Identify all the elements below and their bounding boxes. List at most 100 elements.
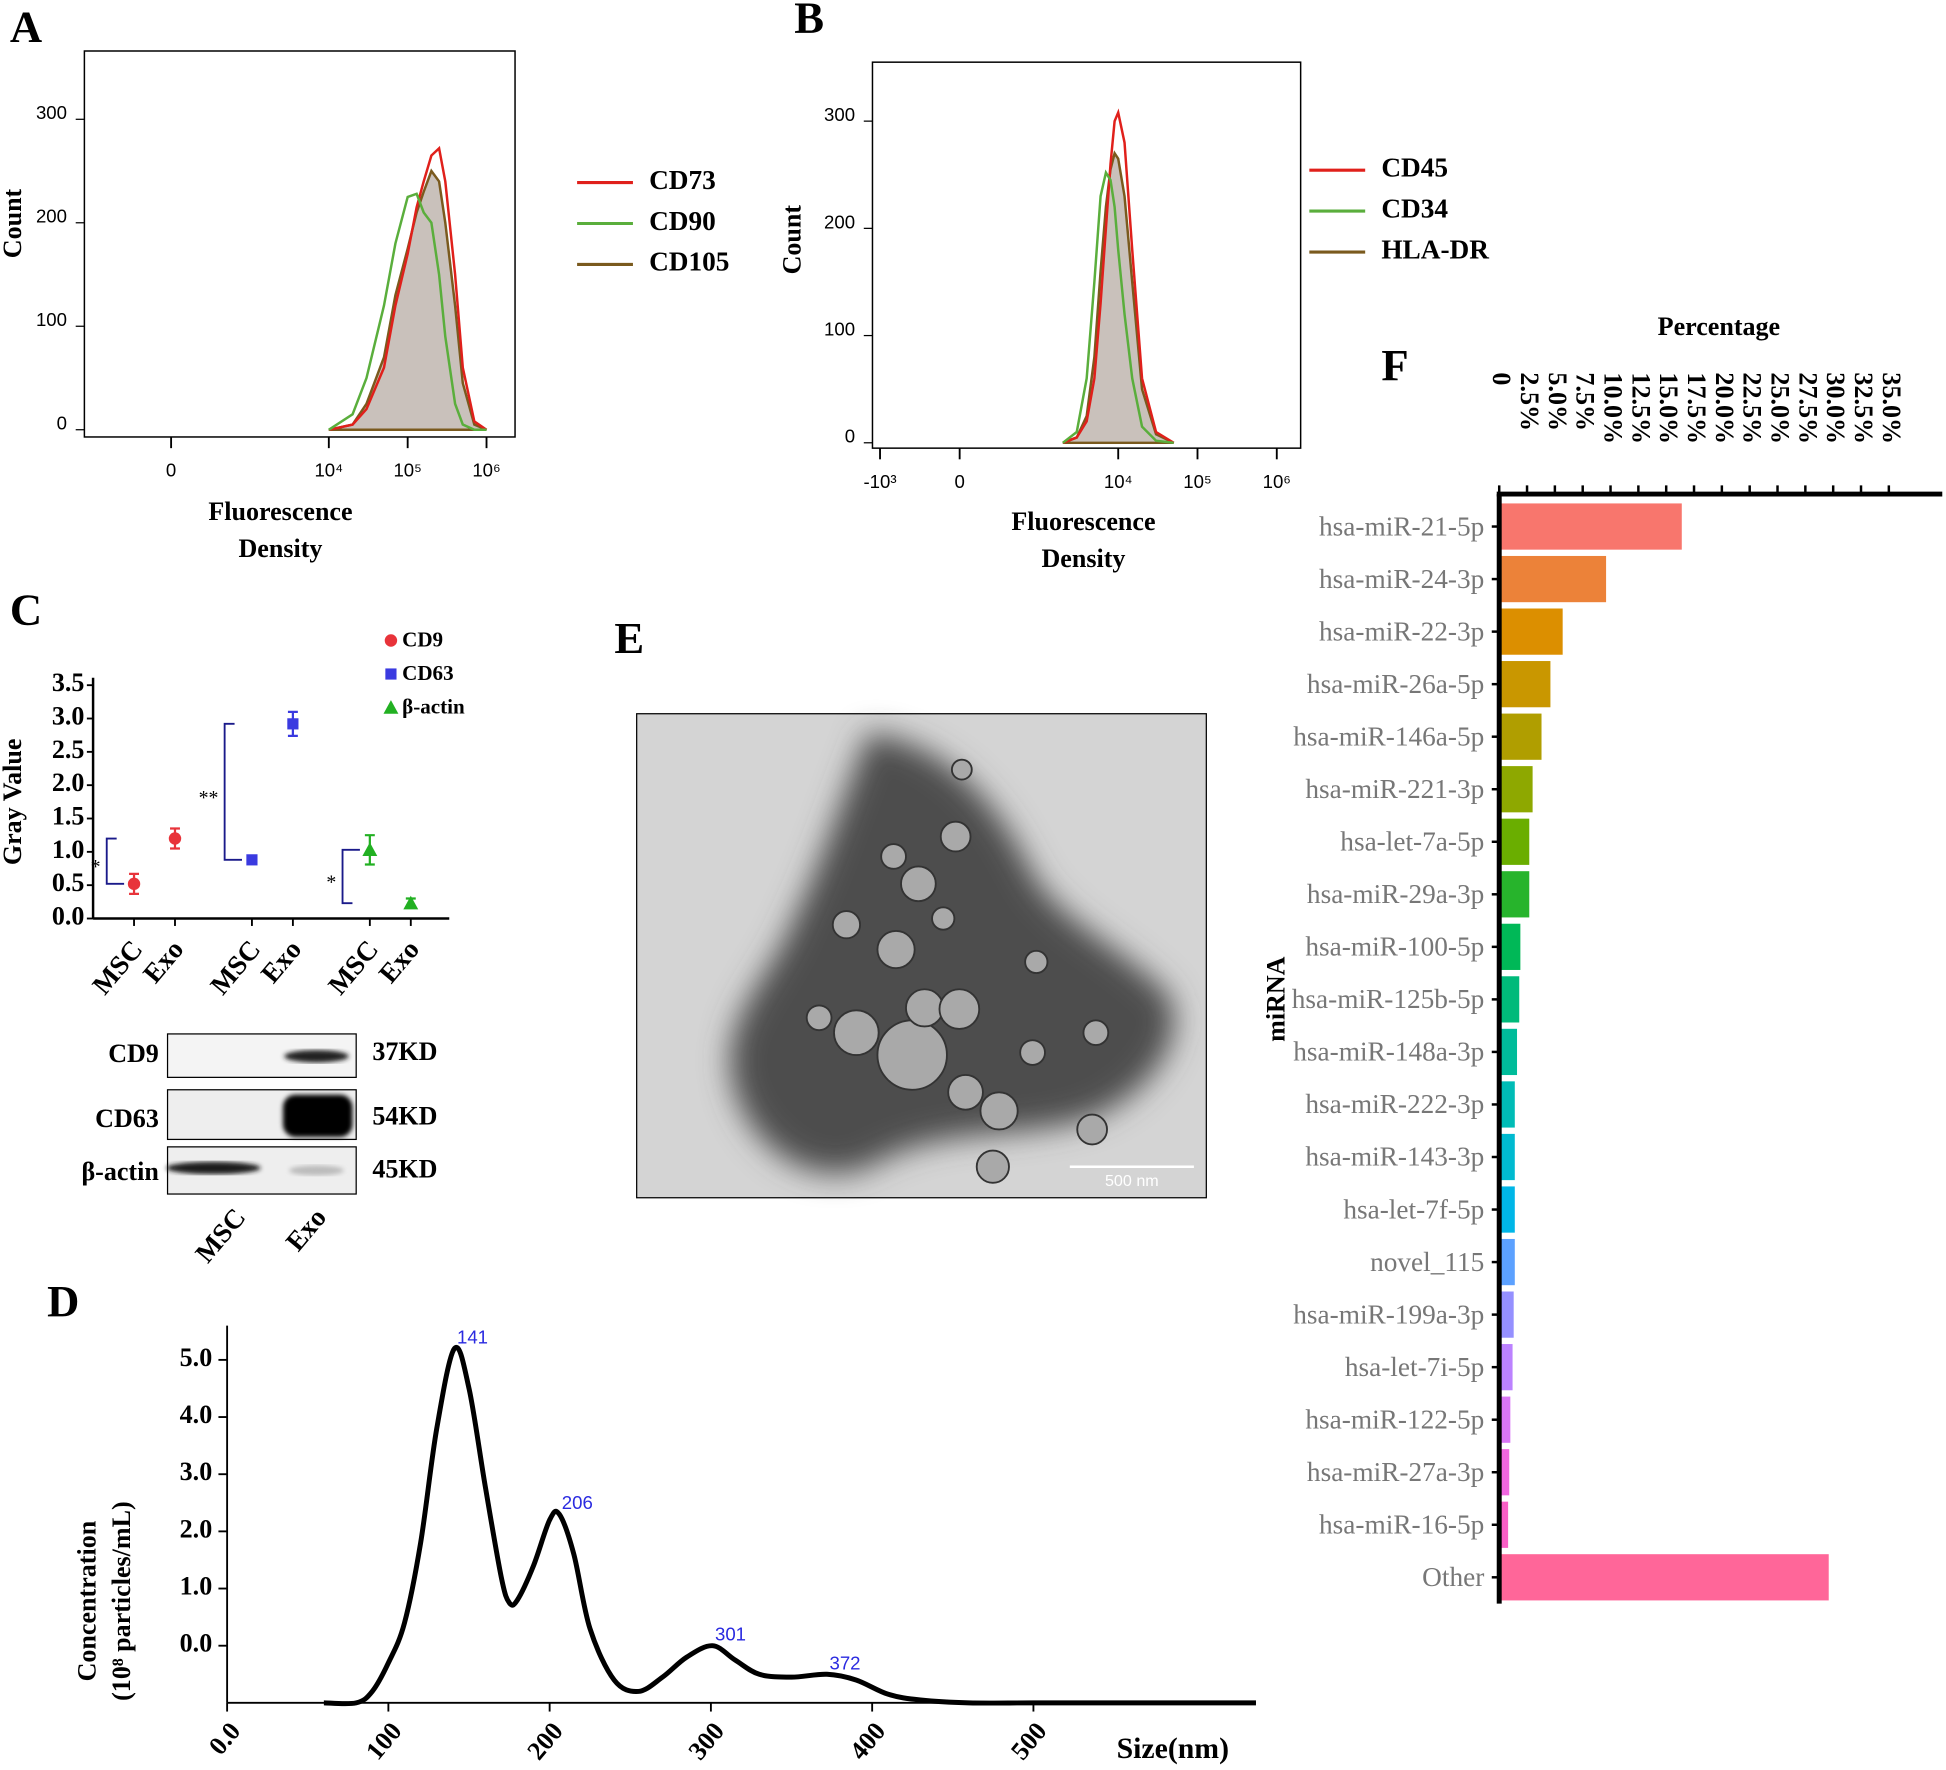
x-tick-label: 7.5%	[1571, 372, 1600, 431]
x-tick-label: -10³	[863, 471, 896, 492]
bar	[1499, 818, 1530, 865]
x-tick-label: 500	[1005, 1717, 1052, 1766]
x-tick-label: 17.5%	[1682, 372, 1711, 444]
x-tick-label: 0	[166, 460, 176, 481]
y-tick-label: hsa-miR-16-5p	[1319, 1510, 1484, 1540]
x-axis-label: Percentage	[1658, 312, 1780, 341]
significance-bracket	[223, 722, 243, 861]
x-tick-label: 10⁵	[393, 460, 421, 481]
lane-label: MSC	[189, 1202, 251, 1268]
density-curve	[1062, 108, 1175, 444]
x-tick-label: 300	[683, 1717, 730, 1766]
bar	[1499, 766, 1533, 813]
y-tick-label: hsa-miR-199a-3p	[1293, 1299, 1484, 1329]
significance-label: **	[199, 787, 219, 809]
significance-label: *	[91, 856, 101, 878]
y-tick-label: hsa-let-7i-5p	[1345, 1352, 1484, 1382]
blot-label: CD9	[108, 1039, 159, 1068]
y-tick-label: 1.0	[52, 835, 85, 864]
x-tick-label: 20.0%	[1710, 372, 1739, 444]
panel-letter: A	[10, 1, 42, 51]
y-tick-label: 100	[36, 309, 67, 330]
x-tick-label: 0	[1487, 372, 1516, 385]
legend-label: CD105	[649, 247, 729, 277]
bar	[1499, 871, 1530, 918]
density-curve	[1062, 150, 1175, 445]
x-axis-label: Fluorescence	[1011, 507, 1155, 536]
y-tick-label: 4.0	[180, 1400, 213, 1429]
panel-letter: F	[1381, 340, 1408, 390]
panel-letter: D	[47, 1276, 79, 1326]
y-tick-label: 300	[824, 104, 855, 125]
y-tick-label: hsa-miR-222-3p	[1305, 1089, 1484, 1119]
y-tick-label: 0	[57, 413, 67, 434]
y-tick-label: 300	[36, 102, 67, 123]
bar	[1499, 1501, 1509, 1548]
x-tick-label: 15.0%	[1654, 372, 1683, 444]
density-curve	[328, 192, 487, 432]
y-tick-label: 2.5	[52, 735, 85, 764]
y-axis-label: Count	[777, 205, 806, 275]
bar	[1499, 1554, 1829, 1601]
peak-label: 141	[457, 1326, 488, 1347]
x-tick-label: 5.0%	[1543, 372, 1572, 431]
bar	[1499, 1133, 1515, 1181]
x-tick-label: 400	[844, 1717, 891, 1766]
x-tick-label: 10⁶	[1263, 471, 1291, 492]
x-tick-label: 12.5%	[1626, 372, 1655, 444]
scale-bar-label: 500 nm	[1105, 1172, 1159, 1190]
x-tick-label: 32.5%	[1849, 372, 1878, 444]
bar	[1499, 503, 1682, 550]
legend-label: CD90	[649, 206, 716, 236]
y-tick-label: hsa-miR-21-5p	[1319, 511, 1484, 541]
bar	[1499, 555, 1607, 603]
size-curve	[323, 1344, 1256, 1707]
legend-label: CD34	[1381, 193, 1448, 223]
x-tick-label: 0.0	[203, 1717, 246, 1761]
y-tick-label: hsa-miR-125b-5p	[1292, 984, 1485, 1014]
blot-size: 37KD	[372, 1037, 437, 1066]
y-tick-label: hsa-miR-148a-3p	[1293, 1037, 1484, 1067]
y-axis-label: Count	[0, 188, 27, 258]
y-tick-label: hsa-miR-22-3p	[1319, 616, 1484, 646]
bar	[1499, 1449, 1510, 1496]
peak-label: 206	[562, 1492, 593, 1513]
significance-bracket	[341, 848, 360, 905]
point	[403, 895, 419, 910]
stain	[730, 732, 1175, 1174]
y-tick-label: 3.0	[180, 1457, 213, 1486]
y-tick-label: 1.5	[52, 801, 85, 830]
y-tick-label: hsa-miR-29a-3p	[1307, 879, 1484, 909]
x-tick-label: Exo	[255, 934, 307, 988]
x-tick-label: 25.0%	[1766, 372, 1795, 444]
x-tick-label: 27.5%	[1793, 372, 1822, 444]
y-tick-label: hsa-let-7f-5p	[1343, 1194, 1484, 1224]
y-tick-label: hsa-miR-146a-5p	[1293, 721, 1484, 751]
point	[384, 634, 398, 647]
y-tick-label: 0.5	[52, 868, 85, 897]
panel-letter: B	[794, 0, 824, 43]
bar	[1499, 1081, 1515, 1128]
y-tick-label: 1.0	[180, 1572, 213, 1601]
y-tick-label: 2.0	[180, 1514, 213, 1543]
y-tick-label: 2.0	[52, 768, 85, 797]
y-tick-label: hsa-let-7a-5p	[1340, 827, 1484, 857]
bar	[1499, 1291, 1514, 1338]
y-axis-label: miRNA	[1261, 956, 1290, 1042]
point	[383, 700, 399, 714]
legend-label: β-actin	[402, 695, 465, 719]
bar	[1499, 1344, 1513, 1391]
y-tick-label: hsa-miR-143-3p	[1305, 1142, 1484, 1172]
western-blot	[166, 1033, 357, 1195]
x-tick-label: 200	[521, 1717, 568, 1766]
point	[362, 842, 378, 857]
x-tick-label: 30.0%	[1821, 372, 1850, 444]
x-tick-label: 2.5%	[1515, 372, 1544, 431]
density-curve	[1062, 169, 1174, 445]
y-tick-label: hsa-miR-122-5p	[1305, 1404, 1484, 1434]
y-tick-label: hsa-miR-221-3p	[1305, 774, 1484, 804]
vesicles	[805, 758, 1110, 1184]
bar	[1499, 1028, 1518, 1076]
x-axis-label: Size(nm)	[1117, 1732, 1229, 1765]
